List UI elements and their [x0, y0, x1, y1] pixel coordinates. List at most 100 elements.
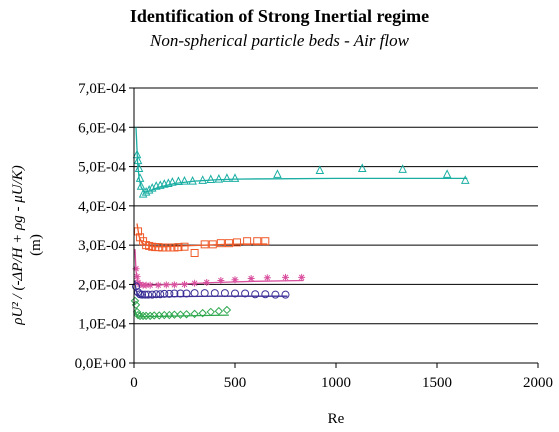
data-point-triangle: [198, 175, 207, 184]
data-point-star: [298, 273, 306, 281]
data-point-triangle: [357, 163, 367, 173]
data-point-triangle: [442, 169, 452, 178]
data-point-star: [247, 275, 255, 283]
y-tick-label: 5,0E-04: [78, 160, 126, 176]
data-point-square: [208, 240, 217, 249]
data-point-circle: [176, 289, 185, 298]
data-point-circle: [152, 290, 161, 299]
data-point-diamond: [145, 311, 155, 321]
data-markers: [130, 149, 470, 321]
data-point-star: [181, 280, 188, 288]
data-point-triangle: [135, 173, 145, 182]
tick-labels: 0,0E+00 1,0E-04 2,0E-04 3,0E-04 4,0E-04 5,0E-…: [75, 81, 553, 391]
data-point-star: [191, 279, 199, 287]
data-point-star: [282, 273, 289, 281]
data-point-star: [231, 276, 239, 284]
data-point-triangle: [214, 174, 224, 183]
data-point-triangle: [398, 164, 407, 173]
x-tick-label: 2000: [523, 375, 553, 391]
data-point-square: [170, 243, 179, 252]
data-point-circle: [271, 290, 280, 299]
data-point-diamond: [190, 309, 199, 319]
data-point-triangle: [168, 177, 177, 186]
x-tick-label: 1000: [321, 375, 351, 391]
fit-line: [134, 280, 288, 298]
data-point-diamond: [170, 310, 179, 319]
data-point-square: [134, 227, 143, 236]
data-point-circle: [156, 290, 165, 299]
data-point-star: [154, 281, 162, 289]
data-point-circle: [190, 289, 199, 298]
x-tick-label: 0: [130, 375, 138, 391]
y-tick-label: 1,0E-04: [78, 317, 126, 333]
data-point-star: [142, 281, 150, 289]
gridlines: [134, 87, 538, 325]
data-point-circle: [165, 289, 174, 298]
data-point-square: [261, 237, 270, 246]
data-point-circle: [182, 289, 191, 298]
data-point-star: [217, 277, 225, 284]
data-point-triangle: [222, 173, 232, 182]
data-point-square: [166, 243, 175, 252]
data-point-circle: [241, 289, 250, 298]
data-point-circle: [148, 290, 157, 299]
data-point-star: [162, 281, 170, 289]
data-point-diamond: [176, 310, 185, 319]
data-point-square: [216, 239, 225, 248]
data-point-square: [154, 243, 163, 252]
x-tick-label: 500: [224, 375, 247, 391]
data-point-star: [133, 273, 141, 281]
data-point-circle: [200, 289, 209, 298]
data-point-triangle: [136, 181, 146, 190]
data-point-square: [180, 242, 189, 251]
data-point-square: [224, 239, 233, 248]
data-point-triangle: [315, 165, 325, 174]
data-point-diamond: [130, 296, 140, 306]
data-point-triangle: [174, 176, 183, 185]
y-tick-label: 0,0E+00: [75, 356, 126, 372]
data-point-triangle: [134, 163, 144, 173]
y-tick-label: 3,0E-04: [78, 238, 126, 254]
chart-subtitle: Non-spherical particle beds - Air flow: [150, 31, 409, 50]
data-point-diamond: [206, 307, 215, 317]
data-point-diamond: [135, 311, 145, 321]
data-point-circle: [170, 289, 179, 298]
data-point-triangle: [133, 155, 143, 165]
data-point-star: [170, 281, 178, 289]
data-point-circle: [160, 289, 169, 298]
data-point-circle: [261, 290, 270, 299]
data-point-circle: [231, 289, 239, 298]
data-point-circle: [134, 288, 143, 297]
data-point-diamond: [198, 308, 207, 318]
data-point-triangle: [206, 174, 216, 184]
data-point-star: [132, 265, 140, 273]
data-point-diamond: [222, 305, 232, 315]
data-point-triangle: [141, 186, 151, 196]
y-tick-label: 2,0E-04: [78, 277, 126, 293]
y-tick-label: 4,0E-04: [78, 199, 126, 215]
data-point-triangle: [460, 175, 470, 184]
y-axis-label-line2: (m): [28, 234, 44, 256]
axes: [129, 87, 539, 368]
data-point-square: [243, 237, 252, 246]
data-point-star: [136, 280, 144, 288]
data-point-star: [263, 274, 271, 282]
y-tick-label: 6,0E-04: [78, 120, 126, 136]
data-point-circle: [251, 290, 260, 299]
fit-lines: [134, 127, 468, 318]
fit-line: [135, 127, 468, 193]
data-point-square: [233, 238, 242, 247]
data-point-diamond: [214, 306, 224, 316]
data-point-triangle: [273, 169, 282, 178]
x-axis-label: Re: [328, 411, 345, 427]
data-point-square: [174, 243, 183, 252]
fit-line: [134, 249, 304, 286]
x-tick-label: 1500: [422, 375, 452, 391]
chart-title: Identification of Strong Inertial regime: [129, 6, 430, 26]
data-point-circle: [281, 290, 290, 299]
data-point-diamond: [138, 311, 148, 321]
data-point-triangle: [138, 188, 148, 198]
data-point-circle: [210, 289, 219, 298]
data-point-square: [190, 249, 199, 257]
